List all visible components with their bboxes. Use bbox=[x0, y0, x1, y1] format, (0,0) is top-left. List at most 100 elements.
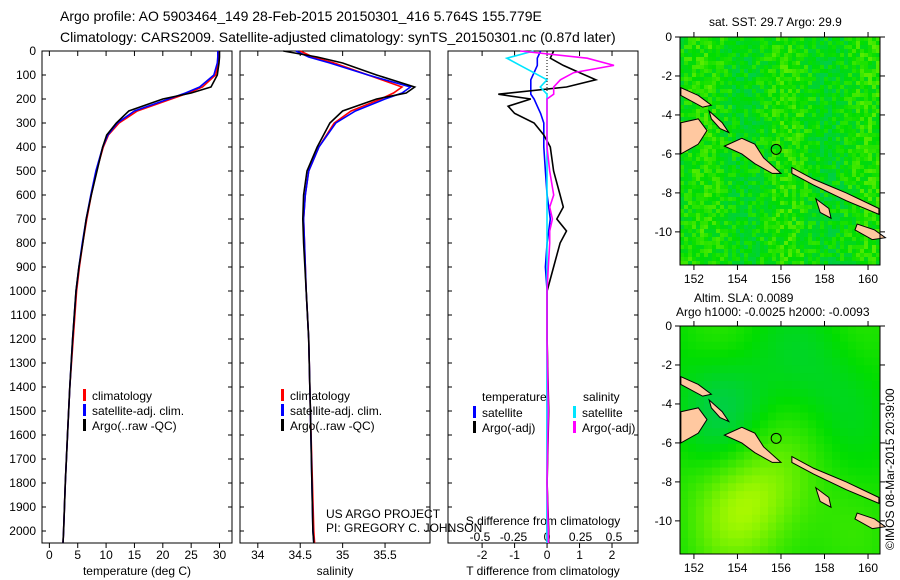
map-cell bbox=[740, 201, 745, 206]
map-cell bbox=[876, 41, 881, 46]
map-cell bbox=[720, 333, 729, 343]
map-cell bbox=[872, 428, 881, 437]
map-cell bbox=[760, 373, 769, 382]
map-cell bbox=[872, 53, 877, 58]
map-cell bbox=[784, 491, 793, 500]
map-cell bbox=[856, 257, 861, 262]
series-line-s-argo-adj- bbox=[520, 50, 615, 543]
map-cell bbox=[692, 257, 697, 262]
map-cell bbox=[816, 349, 825, 358]
map-cell bbox=[728, 388, 737, 398]
map-cell bbox=[876, 73, 881, 78]
map-cell bbox=[736, 459, 745, 469]
map-cell bbox=[680, 81, 685, 86]
map-cell bbox=[812, 145, 817, 150]
map-cell bbox=[768, 428, 777, 437]
map-cell bbox=[768, 522, 777, 531]
map-cell bbox=[680, 404, 689, 413]
map-cell bbox=[740, 181, 745, 186]
map-cell bbox=[720, 443, 729, 453]
map-cell bbox=[844, 205, 849, 210]
map-cell bbox=[704, 165, 709, 170]
map-cell bbox=[792, 491, 801, 500]
map-cell bbox=[856, 341, 865, 351]
map-cell bbox=[848, 451, 857, 461]
map-cell bbox=[808, 49, 813, 54]
map-cell bbox=[804, 245, 809, 250]
map-cell bbox=[768, 205, 773, 210]
map-cell bbox=[752, 237, 757, 242]
map-cell bbox=[800, 53, 805, 58]
map-cell bbox=[796, 165, 801, 170]
map-cell bbox=[808, 77, 813, 82]
map-cell bbox=[808, 41, 813, 46]
map-cell bbox=[780, 181, 785, 186]
map-cell bbox=[832, 197, 837, 202]
map-cell bbox=[808, 326, 817, 335]
map-cell bbox=[780, 157, 785, 162]
map-cell bbox=[792, 65, 797, 70]
map-cell bbox=[732, 165, 737, 170]
map-cell bbox=[796, 181, 801, 186]
map-cell bbox=[828, 169, 833, 174]
series-line-s-satellite bbox=[504, 50, 549, 543]
map-cell bbox=[808, 149, 813, 154]
map-cell bbox=[712, 41, 717, 46]
map-cell bbox=[744, 169, 749, 174]
map-cell bbox=[836, 153, 841, 158]
map-cell bbox=[784, 65, 789, 70]
map-cell bbox=[860, 249, 865, 254]
map-cell bbox=[872, 81, 877, 86]
map-cell bbox=[856, 205, 861, 210]
map-cell bbox=[704, 221, 709, 226]
map-cell bbox=[872, 491, 881, 500]
map-cell bbox=[872, 483, 881, 492]
map-cell bbox=[696, 77, 701, 82]
map-cell bbox=[844, 249, 849, 254]
map-cell bbox=[680, 225, 685, 230]
map-cell bbox=[740, 173, 745, 178]
map-cell bbox=[680, 229, 685, 234]
map-cell bbox=[784, 221, 789, 226]
map-cell bbox=[696, 506, 705, 516]
map-cell bbox=[688, 53, 693, 58]
map-cell bbox=[868, 145, 873, 150]
map-cell bbox=[828, 129, 833, 134]
map-cell bbox=[816, 326, 825, 335]
map-cell bbox=[752, 475, 761, 484]
map-cell bbox=[824, 261, 829, 266]
map-cell bbox=[688, 241, 693, 246]
map-cell bbox=[864, 93, 869, 98]
map-cell bbox=[712, 249, 717, 254]
map-cell bbox=[840, 459, 849, 469]
map-cell bbox=[708, 261, 713, 266]
map-cell bbox=[808, 491, 817, 500]
map-cell bbox=[736, 109, 741, 114]
map-cell bbox=[704, 113, 709, 118]
lat-tick-label: 0 bbox=[665, 30, 672, 44]
map-cell bbox=[780, 53, 785, 58]
map-cell bbox=[820, 153, 825, 158]
map-cell bbox=[784, 381, 793, 390]
map-cell bbox=[740, 197, 745, 202]
map-cell bbox=[860, 57, 865, 62]
map-cell bbox=[680, 467, 689, 476]
map-cell bbox=[784, 117, 789, 122]
map-cell bbox=[864, 101, 869, 106]
map-cell bbox=[688, 498, 697, 508]
map-cell bbox=[864, 261, 869, 266]
map-cell bbox=[816, 357, 825, 366]
map-cell bbox=[788, 213, 793, 218]
map-cell bbox=[832, 37, 837, 42]
map-cell bbox=[740, 77, 745, 82]
map-cell bbox=[812, 49, 817, 54]
map-cell bbox=[760, 49, 765, 54]
map-cell bbox=[752, 498, 761, 508]
map-cell bbox=[776, 381, 785, 390]
map-cell bbox=[840, 53, 845, 58]
map-cell bbox=[872, 365, 881, 374]
map-cell bbox=[800, 483, 809, 492]
map-cell bbox=[720, 153, 725, 158]
map-cell bbox=[828, 209, 833, 214]
map-cell bbox=[836, 81, 841, 86]
